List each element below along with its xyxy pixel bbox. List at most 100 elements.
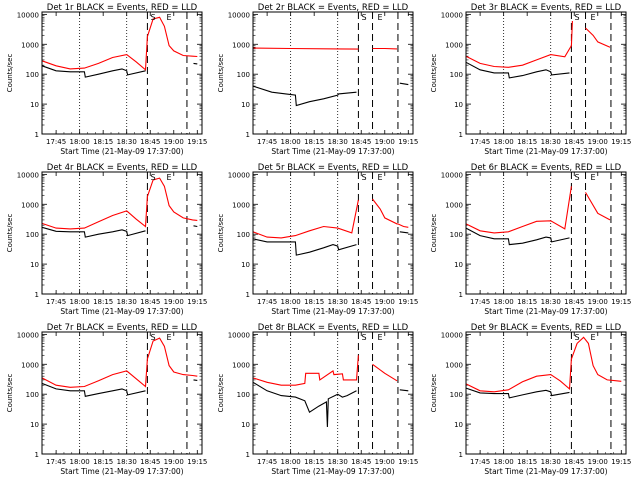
y-tick-label: 1000 — [21, 41, 39, 49]
events-series-line — [465, 227, 570, 246]
x-tick-label: 17:45 — [257, 458, 277, 466]
x-tick-label: 18:15 — [304, 298, 324, 306]
y-tick-label: 1 — [35, 451, 39, 459]
y-tick-label: 10000 — [228, 11, 250, 19]
y-tick-label: 10 — [30, 421, 39, 429]
panel-7: Det 7r BLACK = Events, RED = LLD Counts/s… — [6, 323, 207, 476]
events-series-line — [465, 387, 570, 399]
panel-title: Det 9r BLACK = Events, RED = LLD — [471, 323, 622, 333]
y-tick-label: 1 — [459, 131, 463, 139]
y-tick-label: 10000 — [17, 11, 39, 19]
plot-frame — [465, 331, 627, 455]
y-tick-label: 1000 — [232, 41, 250, 49]
panel-title: Det 1r BLACK = Events, RED = LLD — [47, 3, 198, 13]
annotation-label: S — [575, 13, 580, 22]
events-series-line — [252, 381, 409, 428]
annotation-label: S — [575, 173, 580, 182]
x-tick-label: 18:00 — [281, 138, 301, 146]
events-series-line — [41, 379, 198, 397]
annotation-label: S — [151, 333, 156, 342]
x-tick-label: 18:30 — [541, 458, 561, 466]
annotation-label: E — [167, 13, 172, 22]
y-tick-label: 1000 — [232, 201, 250, 209]
x-tick-label: 18:15 — [517, 138, 537, 146]
x-tick-label: 18:00 — [494, 138, 514, 146]
panel-3: Det 3r BLACK = Events, RED = LLD Counts/s… — [430, 3, 631, 156]
annotation-label: E — [591, 13, 596, 22]
x-tick-label: 18:45 — [140, 458, 160, 466]
x-tick-label: 17:45 — [46, 458, 66, 466]
x-tick-label: 18:15 — [517, 298, 537, 306]
annotation-label: E — [167, 173, 172, 182]
plot-frame — [465, 11, 627, 135]
y-tick-label: 10 — [30, 261, 39, 269]
lld-series-line — [465, 336, 622, 393]
panel-9: Det 9r BLACK = Events, RED = LLD Counts/s… — [430, 323, 631, 476]
x-tick-label: 19:15 — [187, 138, 207, 146]
y-tick-label: 100 — [26, 71, 39, 79]
y-tick-label: 1 — [246, 291, 250, 299]
x-axis-label: Start Time (21-May-09 17:37:00) — [60, 147, 183, 156]
panel-8: Det 8r BLACK = Events, RED = LLD Counts/s… — [217, 323, 418, 476]
y-tick-label: 10000 — [441, 171, 463, 179]
panel-title: Det 4r BLACK = Events, RED = LLD — [47, 163, 198, 173]
x-tick-label: 19:15 — [398, 138, 418, 146]
x-tick-label: 19:00 — [588, 138, 608, 146]
plot-frame — [41, 171, 203, 295]
x-tick-label: 18:45 — [564, 298, 584, 306]
x-axis-label: Start Time (21-May-09 17:37:00) — [484, 147, 607, 156]
x-tick-label: 18:00 — [281, 458, 301, 466]
annotation-label: S — [151, 13, 156, 22]
x-axis-label: Start Time (21-May-09 17:37:00) — [60, 307, 183, 316]
y-tick-label: 10 — [454, 421, 463, 429]
x-tick-label: 19:15 — [187, 458, 207, 466]
x-tick-label: 19:15 — [611, 298, 631, 306]
panel-title: Det 8r BLACK = Events, RED = LLD — [258, 323, 409, 333]
x-tick-label: 18:00 — [494, 298, 514, 306]
events-series-line — [41, 225, 198, 238]
plot-frame — [41, 11, 203, 135]
lld-series-line — [465, 20, 611, 68]
x-tick-label: 18:30 — [328, 138, 348, 146]
x-tick-label: 18:45 — [140, 138, 160, 146]
y-tick-label: 10 — [241, 261, 250, 269]
x-tick-label: 18:00 — [70, 458, 90, 466]
x-tick-label: 18:30 — [117, 458, 137, 466]
y-tick-label: 1000 — [21, 201, 39, 209]
y-tick-label: 1000 — [21, 361, 39, 369]
y-tick-label: 10 — [454, 261, 463, 269]
annotation-label: E — [167, 333, 172, 342]
x-tick-label: 19:00 — [375, 458, 395, 466]
y-axis-label: Counts/sec — [217, 54, 225, 93]
x-axis-label: Start Time (21-May-09 17:37:00) — [271, 147, 394, 156]
lld-series-line — [252, 355, 398, 386]
x-tick-label: 18:30 — [541, 138, 561, 146]
y-tick-label: 100 — [450, 231, 463, 239]
panel-6: Det 6r BLACK = Events, RED = LLD Counts/s… — [430, 163, 631, 316]
x-tick-label: 18:15 — [517, 458, 537, 466]
x-tick-label: 18:00 — [70, 138, 90, 146]
x-tick-label: 18:30 — [117, 138, 137, 146]
annotation-label: E — [591, 173, 596, 182]
x-tick-label: 19:15 — [398, 298, 418, 306]
x-tick-label: 18:00 — [494, 458, 514, 466]
lld-series-line — [41, 337, 198, 388]
y-tick-label: 1 — [459, 451, 463, 459]
x-tick-label: 18:45 — [564, 458, 584, 466]
x-tick-label: 17:45 — [470, 458, 490, 466]
x-tick-label: 19:00 — [588, 298, 608, 306]
y-tick-label: 1000 — [445, 41, 463, 49]
panel-title: Det 3r BLACK = Events, RED = LLD — [471, 3, 622, 13]
x-axis-label: Start Time (21-May-09 17:37:00) — [60, 467, 183, 476]
y-tick-label: 1 — [35, 131, 39, 139]
y-tick-label: 10000 — [17, 331, 39, 339]
x-tick-label: 19:00 — [164, 138, 184, 146]
annotation-label: S — [362, 173, 367, 182]
y-tick-label: 10 — [30, 101, 39, 109]
annotation-label: E — [378, 333, 383, 342]
x-tick-label: 17:45 — [470, 138, 490, 146]
x-tick-label: 17:45 — [257, 138, 277, 146]
y-tick-label: 10000 — [228, 171, 250, 179]
annotation-label: E — [591, 333, 596, 342]
y-tick-label: 10000 — [441, 11, 463, 19]
